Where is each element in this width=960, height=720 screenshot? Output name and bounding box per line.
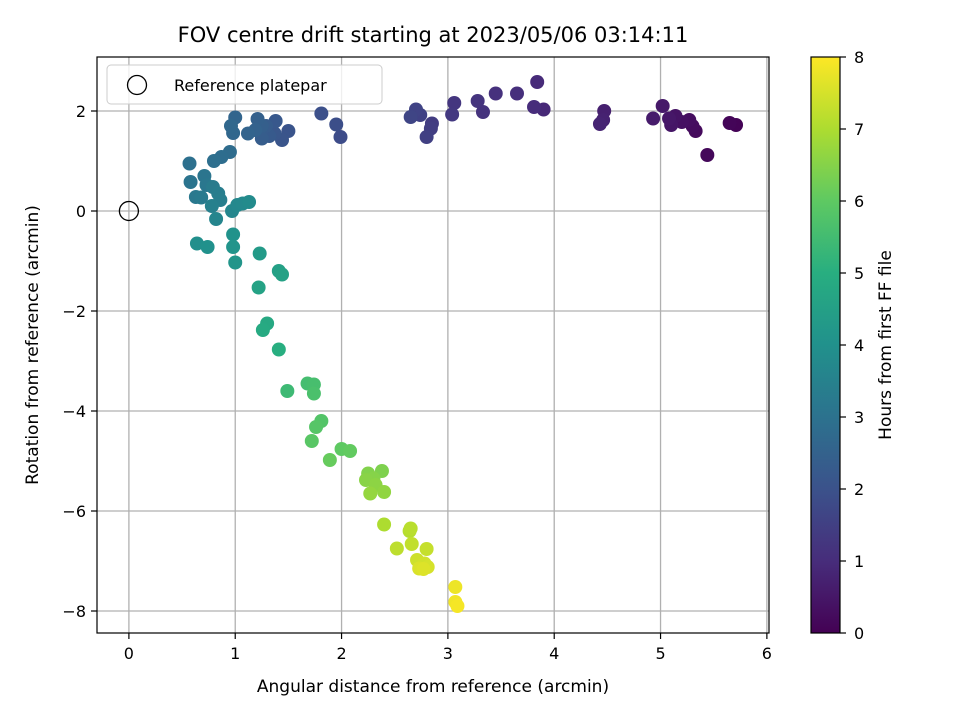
grid <box>97 57 769 633</box>
colorbar-tick-label: 2 <box>854 480 864 499</box>
data-point <box>200 240 215 254</box>
data-point <box>252 246 267 261</box>
data-point <box>194 190 209 205</box>
data-point <box>314 106 329 121</box>
y-tick-label: 2 <box>76 102 86 121</box>
x-tick-label: 6 <box>762 644 772 663</box>
data-point <box>419 130 434 144</box>
data-point <box>309 420 324 434</box>
plot-frame <box>96 56 770 634</box>
data-point <box>377 485 392 499</box>
data-point <box>226 240 241 254</box>
data-point <box>470 94 485 108</box>
x-tick-label: 3 <box>443 644 453 663</box>
legend-box <box>106 64 383 105</box>
colorbar-tick-label: 1 <box>854 552 864 571</box>
y-tick-label: −2 <box>62 302 86 321</box>
data-point <box>448 580 463 594</box>
data-point <box>530 75 545 89</box>
x-tick-label: 5 <box>655 644 665 663</box>
reference-platepar-point <box>118 200 140 222</box>
data-point <box>304 434 319 448</box>
x-tick-label: 4 <box>549 644 559 663</box>
colorbar: 0 1 2 3 4 5 6 7 8 Hours from first FF file <box>810 48 896 643</box>
data-point <box>363 486 378 501</box>
data-point <box>189 236 204 251</box>
data-point <box>251 280 266 295</box>
data-point <box>204 199 219 213</box>
data-point <box>403 110 418 124</box>
data-point <box>655 99 670 113</box>
data-point <box>510 86 524 101</box>
y-tick-label: −6 <box>62 502 86 521</box>
data-point <box>416 562 431 576</box>
y-tick-label: −4 <box>62 402 86 421</box>
data-point <box>226 227 241 242</box>
data-point <box>722 116 737 130</box>
x-tick-label: 2 <box>336 644 346 663</box>
data-point <box>662 111 677 126</box>
y-tick-label: 0 <box>76 202 86 221</box>
data-point <box>450 599 465 613</box>
chart-title: FOV centre drift starting at 2023/05/06 … <box>178 23 689 47</box>
data-point <box>403 521 418 536</box>
data-point <box>404 537 419 551</box>
data-point <box>343 444 358 458</box>
data-point <box>271 342 286 357</box>
colorbar-tick-label: 6 <box>854 192 864 211</box>
x-tick-label: 0 <box>124 644 134 663</box>
legend-entry: Reference platepar <box>174 76 327 95</box>
data-point <box>223 119 238 133</box>
data-point <box>475 105 490 119</box>
data-point <box>488 86 503 101</box>
data-point <box>329 117 344 132</box>
legend-marker <box>126 74 148 96</box>
colorbar-label: Hours from first FF file <box>876 250 896 440</box>
colorbar-gradient <box>811 57 840 633</box>
colorbar-tick-label: 8 <box>854 48 864 67</box>
colorbar-tick-label: 3 <box>854 408 864 427</box>
colorbar-tick-label: 0 <box>854 624 864 643</box>
data-point <box>228 255 243 270</box>
data-point <box>322 453 337 467</box>
data-point <box>447 96 462 110</box>
data-point <box>242 195 257 209</box>
data-point <box>389 541 404 556</box>
colorbar-tick-label: 5 <box>854 264 864 283</box>
y-axis-label: Rotation from reference (arcmin) <box>23 205 43 485</box>
data-point <box>275 267 290 282</box>
data-point <box>445 107 460 122</box>
data-point <box>209 212 224 226</box>
data-point <box>240 126 255 141</box>
x-axis-label: Angular distance from reference (arcmin) <box>257 677 609 697</box>
colorbar-tick-label: 4 <box>854 336 864 355</box>
axis-ticks: 0 1 2 3 4 5 6 −8 −6 −4 −2 0 2 <box>62 102 772 663</box>
data-point <box>206 154 221 168</box>
data-point <box>527 100 542 114</box>
colorbar-ticks: 0 1 2 3 4 5 6 7 8 <box>840 48 864 643</box>
data-point <box>419 542 434 556</box>
data-point <box>182 156 197 171</box>
data-points <box>182 75 744 613</box>
legend: Reference platepar <box>106 64 383 105</box>
data-point <box>646 111 661 126</box>
data-point <box>183 175 198 189</box>
y-tick-label: −8 <box>62 602 86 621</box>
plot-area <box>97 57 769 633</box>
data-point <box>250 112 265 126</box>
data-point <box>377 517 392 532</box>
x-tick-label: 1 <box>230 644 240 663</box>
data-point <box>255 323 270 337</box>
data-point <box>333 130 348 144</box>
colorbar-tick-label: 7 <box>854 120 864 139</box>
data-point <box>306 386 321 401</box>
data-point <box>700 148 715 162</box>
data-point <box>280 384 295 398</box>
data-point <box>592 117 607 131</box>
